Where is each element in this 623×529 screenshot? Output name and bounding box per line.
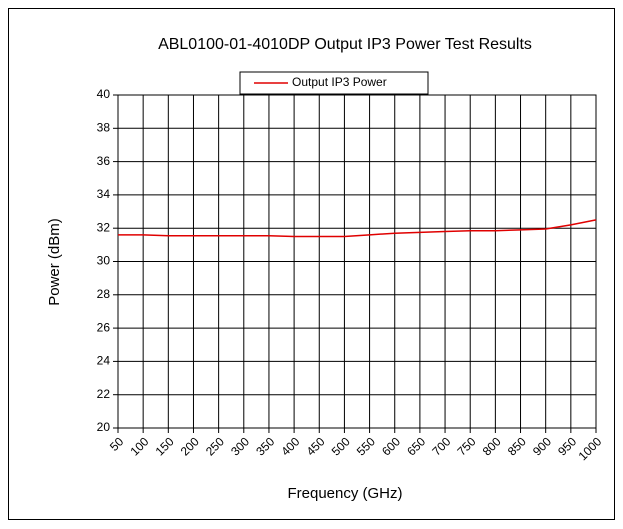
- y-tick-label: 22: [97, 387, 111, 401]
- legend-label: Output IP3 Power: [292, 75, 387, 89]
- y-tick-label: 36: [97, 154, 111, 168]
- chart-title: ABL0100-01-4010DP Output IP3 Power Test …: [158, 36, 532, 53]
- y-tick-label: 34: [97, 187, 111, 201]
- y-axis-label: Power (dBm): [46, 218, 63, 306]
- y-tick-label: 20: [97, 420, 111, 434]
- x-axis-label: Frequency (GHz): [287, 485, 402, 502]
- y-tick-label: 28: [97, 287, 111, 301]
- y-tick-label: 26: [97, 320, 111, 334]
- y-tick-label: 24: [97, 354, 111, 368]
- y-tick-label: 40: [97, 87, 111, 101]
- data-line: [118, 219, 597, 238]
- plot-border: [117, 94, 597, 429]
- y-tick-label: 30: [97, 254, 111, 268]
- y-tick-label: 38: [97, 120, 111, 134]
- y-tick-label: 32: [97, 220, 111, 234]
- legend-box: [239, 71, 429, 95]
